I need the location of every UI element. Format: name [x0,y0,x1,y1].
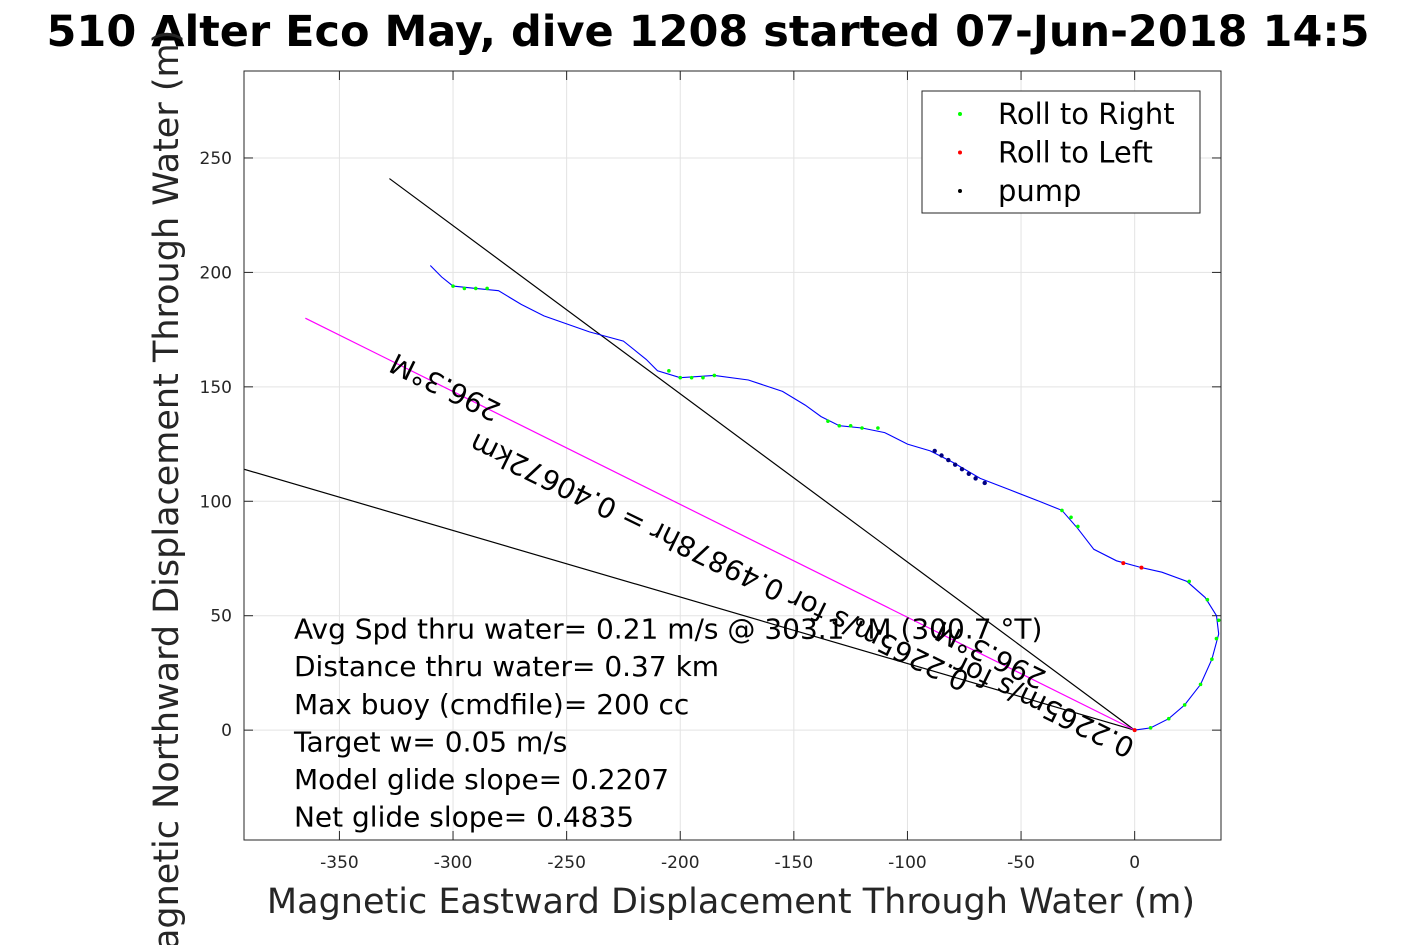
pump-point [952,462,958,467]
roll-right-point [876,426,880,430]
y-tick-label: 200 [200,263,232,283]
roll-right-point [712,373,717,378]
roll-right-point [689,375,694,380]
roll-right-point [826,419,830,423]
x-axis-title: Magnetic Eastward Displacement Through W… [267,882,1195,922]
roll-right-point [1182,703,1187,707]
roll-right-point [1216,618,1221,623]
legend: Roll to Right Roll to Left pump [921,90,1201,214]
legend-label: Roll to Left [998,136,1153,170]
roll-right-point [678,375,683,380]
y-axis-title: Magnetic Northward Displacement Through … [147,30,187,945]
y-tick-label: 50 [210,607,232,627]
x-tick-label: -200 [661,853,700,873]
legend-marker [958,112,962,116]
roll-right-point [462,286,467,291]
roll-left-point [1132,728,1137,733]
roll-right-point [473,286,478,291]
x-tick-label: -250 [547,853,586,873]
x-tick-label: -300 [434,853,473,873]
y-tick-label: 100 [200,492,232,512]
legend-box [921,90,1201,214]
legend-marker [958,150,962,155]
y-tick-label: 150 [200,378,232,398]
x-tick-label: -50 [1007,853,1035,873]
stats-annotation: Max buoy (cmdfile)= 200 cc [294,688,689,721]
axes-box [243,70,1222,841]
distance-line [305,317,1135,731]
roll-right-point [860,426,864,430]
roll-left-point [1139,565,1144,570]
x-tick-label: -350 [320,853,359,873]
y-tick-label: 250 [200,149,232,169]
current-line [244,468,1135,731]
roll-right-point [485,286,489,291]
roll-right-point [1148,726,1153,730]
stats-annotation: Target w= 0.05 m/s [293,725,567,758]
roll-right-point [451,284,455,288]
dive-track-line [429,265,1220,731]
pump-point [973,476,978,481]
roll-right-point [1060,508,1064,513]
roll-right-point [1166,716,1171,721]
roll-right-point [667,369,671,373]
y-tick-label: 0 [221,721,232,741]
stats-annotation: Distance thru water= 0.37 km [294,650,719,683]
chart-title: 510 Alter Eco May, dive 1208 started 07-… [46,7,1369,57]
legend-marker [958,189,962,193]
roll-right-point [848,423,853,428]
roll-right-point [1214,636,1219,641]
stats-annotation: Avg Spd thru water= 0.21 m/s @ 303.1 °M … [294,613,1042,646]
pump-point [966,471,971,477]
pump-point [982,480,987,486]
pump-point [946,457,951,463]
x-tick-label: -150 [775,853,814,873]
roll-right-point [1210,657,1214,661]
legend-label: Roll to Right [998,97,1175,131]
pump-point [959,467,965,472]
x-tick-label: 0 [1129,853,1140,873]
pump-point [932,448,937,454]
roll-right-point [1069,515,1073,520]
x-tick-label: -100 [888,853,927,873]
roll-right-point [1198,682,1203,687]
roll-left-point [1121,561,1126,566]
roll-right-point [1187,579,1191,584]
legend-label: pump [998,174,1081,208]
stats-annotation: Net glide slope= 0.4835 [294,801,634,834]
stats-annotation: Model glide slope= 0.2207 [294,763,669,796]
roll-right-point [1076,524,1080,529]
roll-right-point [1205,597,1210,602]
roll-right-point [701,375,705,380]
pump-point [939,453,944,458]
heading-line [389,178,1136,731]
roll-right-point [837,423,842,428]
